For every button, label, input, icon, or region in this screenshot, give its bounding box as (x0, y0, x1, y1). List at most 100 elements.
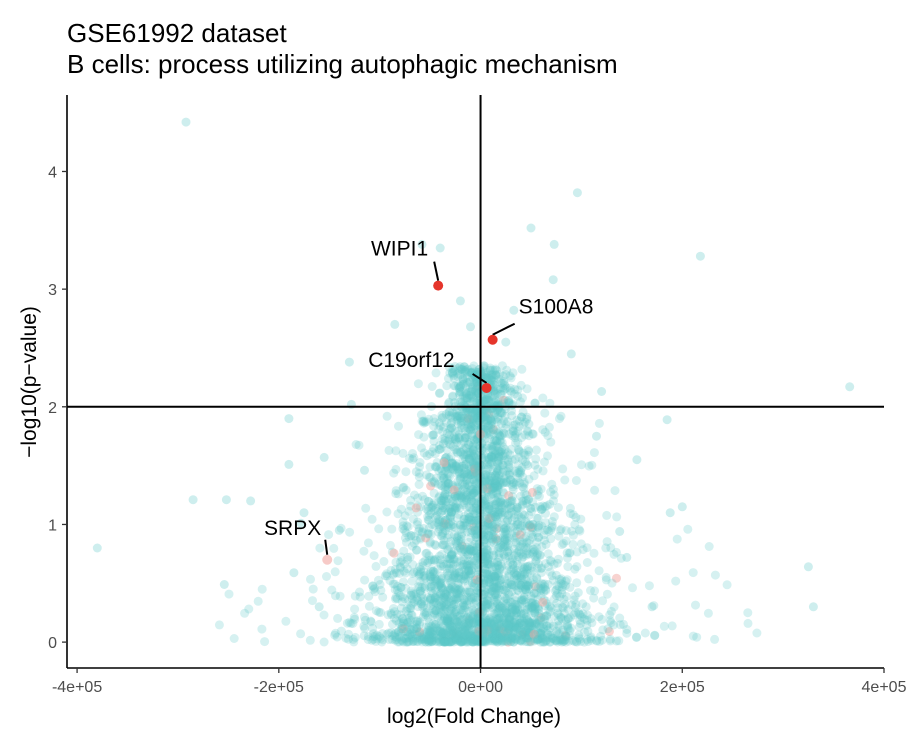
data-point (522, 621, 531, 631)
data-point (611, 636, 621, 646)
data-point (549, 512, 559, 522)
data-point (409, 453, 419, 463)
data-point (482, 545, 492, 555)
highlighted-point (481, 382, 492, 393)
data-point (506, 373, 516, 383)
gene-label: C19orf12 (368, 349, 454, 372)
data-point (499, 478, 509, 487)
data-point (563, 613, 573, 623)
data-point (427, 633, 437, 643)
data-point (488, 365, 497, 375)
data-point (460, 406, 470, 416)
data-point (446, 423, 456, 433)
data-point (583, 637, 593, 646)
outlier-point (548, 275, 558, 285)
data-point (452, 620, 462, 630)
data-point (439, 474, 449, 484)
data-point (492, 389, 502, 398)
data-point (540, 408, 550, 418)
data-point (444, 470, 454, 480)
data-point (412, 617, 422, 627)
data-point (495, 564, 505, 574)
data-point (516, 380, 526, 390)
data-point (465, 450, 475, 460)
data-point (538, 634, 548, 644)
data-point (436, 588, 446, 598)
data-point (374, 607, 384, 617)
data-point (496, 500, 506, 510)
data-point (516, 635, 526, 645)
data-point (450, 398, 460, 407)
outlier-point (622, 552, 632, 562)
data-point (459, 605, 468, 615)
data-point (495, 512, 505, 522)
data-point (524, 538, 534, 548)
data-point (501, 593, 511, 603)
data-point (514, 446, 524, 456)
data-point (461, 492, 471, 502)
data-point (418, 558, 428, 567)
data-point (494, 452, 504, 462)
data-point (547, 479, 557, 489)
data-point (426, 572, 436, 582)
data-point (513, 519, 523, 529)
data-point (517, 514, 527, 524)
data-point (513, 473, 523, 483)
data-point (437, 628, 447, 638)
data-point (590, 586, 600, 596)
data-point (368, 581, 378, 591)
x-tick-label: 4e+05 (862, 679, 907, 696)
data-point (516, 397, 525, 407)
data-point (570, 564, 580, 574)
data-point (609, 620, 619, 630)
y-tick-label: 1 (48, 517, 57, 534)
data-point (491, 534, 501, 544)
data-point (438, 506, 448, 515)
data-point (385, 576, 395, 586)
data-point (549, 559, 559, 569)
data-point (446, 637, 456, 647)
data-point (461, 454, 470, 464)
outlier-point (344, 357, 354, 367)
data-point (446, 413, 456, 423)
outlier-point (455, 296, 465, 306)
gene-label: SRPX (264, 517, 321, 540)
data-point (448, 520, 458, 529)
data-point (484, 492, 493, 502)
data-point (457, 602, 467, 612)
data-point (469, 488, 479, 498)
data-point (549, 490, 559, 500)
data-point (421, 417, 431, 427)
data-point (553, 620, 563, 630)
data-point (454, 366, 464, 376)
data-point (513, 510, 523, 520)
data-point (440, 489, 450, 499)
data-point (503, 547, 513, 557)
data-point (382, 411, 392, 421)
data-point (450, 635, 460, 645)
data-point (446, 511, 455, 521)
data-point (574, 525, 584, 535)
data-point (439, 495, 449, 505)
outlier-point (314, 602, 324, 612)
data-point (532, 513, 542, 523)
data-point (515, 573, 525, 583)
data-point (528, 429, 538, 439)
chart-title-block: GSE61992 dataset B cells: process utiliz… (67, 18, 618, 80)
data-point (407, 576, 417, 586)
data-point (575, 634, 585, 644)
data-point (574, 633, 584, 643)
data-point (460, 511, 470, 521)
data-point (470, 637, 479, 647)
data-point (524, 431, 534, 441)
data-point (508, 628, 518, 638)
outlier-point (572, 188, 582, 198)
data-point (414, 480, 424, 489)
data-point (632, 632, 642, 642)
data-point (483, 557, 493, 567)
outlier-point (526, 223, 536, 233)
data-point (421, 608, 431, 618)
data-point (531, 599, 541, 609)
data-point (577, 460, 586, 470)
data-point (450, 608, 460, 618)
